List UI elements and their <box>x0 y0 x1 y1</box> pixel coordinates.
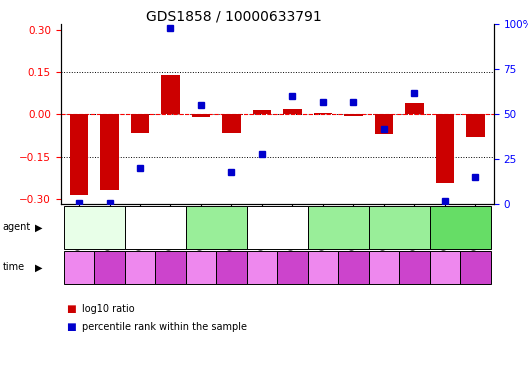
Text: GDS1858 / 10000633791: GDS1858 / 10000633791 <box>146 9 322 23</box>
Text: agent: agent <box>3 222 31 232</box>
Bar <box>162 75 180 114</box>
Text: chimera_miR-
-124: chimera_miR- -124 <box>314 220 363 234</box>
Bar <box>375 114 393 134</box>
Text: 24 h: 24 h <box>162 263 180 272</box>
Text: 12 h: 12 h <box>375 263 393 272</box>
Bar <box>466 114 485 137</box>
Bar <box>406 103 423 114</box>
Text: time: time <box>3 262 25 272</box>
Text: 12 h: 12 h <box>314 263 332 272</box>
Bar <box>100 114 119 190</box>
Text: miR373/hes3: miR373/hes3 <box>436 224 484 230</box>
Text: ▶: ▶ <box>35 222 42 232</box>
Bar <box>70 114 88 195</box>
Text: 24 h: 24 h <box>284 263 301 272</box>
Bar <box>222 114 241 133</box>
Text: ■: ■ <box>66 304 76 313</box>
Text: 24 h: 24 h <box>467 263 484 272</box>
Text: 24 h: 24 h <box>223 263 240 272</box>
Text: wild type
miR-1: wild type miR-1 <box>78 221 111 234</box>
Text: wild type
miR-124: wild type miR-124 <box>261 221 294 234</box>
Text: 12 h: 12 h <box>192 263 210 272</box>
Text: percentile rank within the sample: percentile rank within the sample <box>82 322 247 332</box>
Text: 12 h: 12 h <box>70 263 88 272</box>
Text: chimera_miR-1
24-1: chimera_miR-1 24-1 <box>372 220 426 234</box>
Bar <box>192 114 210 117</box>
Text: miR-124mut9-1
0: miR-124mut9-1 0 <box>188 221 244 234</box>
Bar <box>131 114 149 133</box>
Bar <box>284 109 301 114</box>
Text: 24 h: 24 h <box>406 263 423 272</box>
Bar <box>314 113 332 114</box>
Text: miR-124m
ut5-6: miR-124m ut5-6 <box>137 221 174 234</box>
Text: log10 ratio: log10 ratio <box>82 304 135 313</box>
Bar <box>253 110 271 114</box>
Text: ■: ■ <box>66 322 76 332</box>
Text: 12 h: 12 h <box>436 263 454 272</box>
Bar <box>344 114 363 116</box>
Text: 12 h: 12 h <box>253 263 271 272</box>
Text: 24 h: 24 h <box>345 263 362 272</box>
Text: ▶: ▶ <box>35 262 42 272</box>
Text: 12 h: 12 h <box>131 263 149 272</box>
Bar <box>436 114 454 183</box>
Text: 24 h: 24 h <box>101 263 118 272</box>
